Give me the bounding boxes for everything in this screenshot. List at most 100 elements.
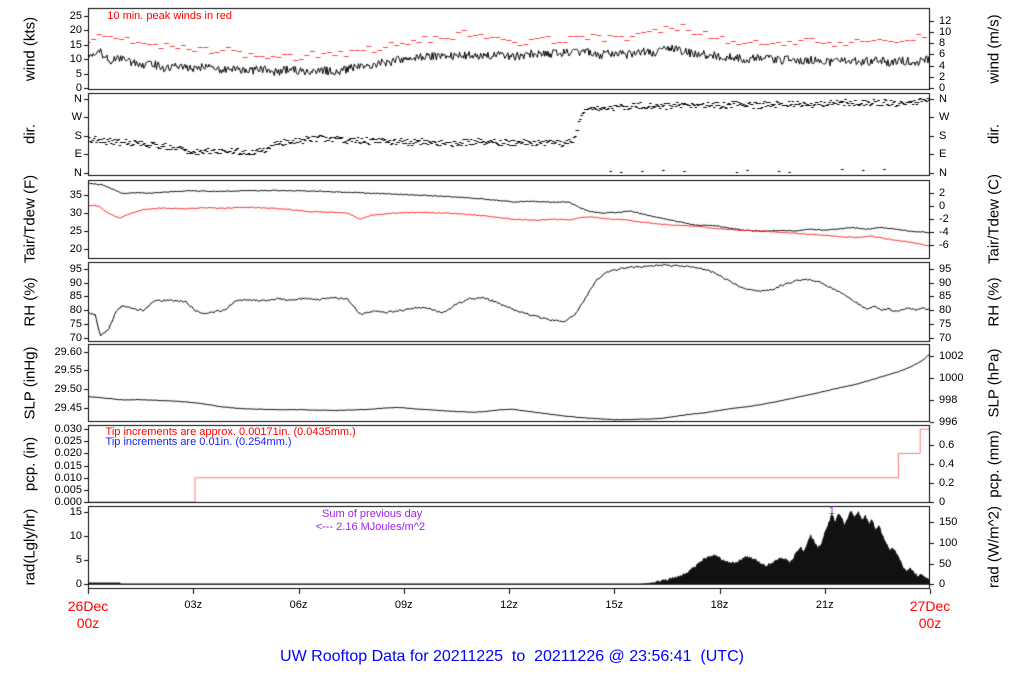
left-axis-label-rad: rad(Lgly/hr) <box>21 508 39 586</box>
x-axis-start-date: 26Dec 00z <box>68 598 108 632</box>
tick-label-right-slp: 996 <box>939 416 958 428</box>
tick-label-left-rh: 95 <box>69 263 82 275</box>
tick-label-right-dir: N <box>939 93 947 105</box>
tick-label-left-rad: 0 <box>75 578 82 590</box>
right-axis-label-slp: SLP (hPa) <box>985 348 1003 418</box>
tick-label-right-dir: W <box>939 111 950 123</box>
end-date-line2: 00z <box>918 615 942 631</box>
annotation-pcp-1: Tip increments are 0.01in. (0.254mm.) <box>105 436 292 448</box>
tick-label-left-slp: 29.60 <box>54 346 82 358</box>
tick-label-right-rad: 0 <box>939 578 946 590</box>
tick-label-left-rh: 85 <box>69 290 82 302</box>
tick-label-left-wind: 20 <box>69 24 82 36</box>
tick-label-left-tair: 25 <box>69 225 82 237</box>
tick-label-right-tair: -2 <box>939 213 949 225</box>
right-axis-label-rad: rad (W/m^2) <box>985 505 1003 589</box>
tick-label-right-wind: 4 <box>939 60 946 72</box>
annotation-rad-1: <--- 2.16 MJoules/m^2 <box>315 521 426 533</box>
figure-title: UW Rooftop Data for 20211225 to 20211226… <box>280 648 744 665</box>
tick-label-left-pcp: 0.000 <box>54 496 82 508</box>
tick-label-left-rad: 10 <box>69 530 82 542</box>
x-tick-label: 12z <box>500 599 518 611</box>
tick-label-left-dir: E <box>74 148 82 160</box>
tick-label-right-tair: 0 <box>939 200 946 212</box>
right-axis-label-wind: wind (m/s) <box>985 14 1003 84</box>
tick-label-right-dir: N <box>939 167 947 179</box>
right-axis-label-rh: RH (%) <box>985 277 1003 327</box>
tick-label-left-pcp: 0.010 <box>54 472 82 484</box>
end-date-line1: 27Dec <box>909 598 951 614</box>
tick-label-left-slp: 29.45 <box>54 402 82 414</box>
x-tick-label: 09z <box>394 599 413 611</box>
tick-label-right-rad: 150 <box>939 516 958 528</box>
right-axis-label-dir: dir. <box>985 123 1003 145</box>
tick-label-left-pcp: 0.025 <box>54 435 82 447</box>
x-tick-label: 03z <box>184 599 203 611</box>
tick-label-left-wind: 0 <box>75 82 82 94</box>
tick-label-right-wind: 2 <box>939 71 946 83</box>
tick-label-left-rad: 5 <box>75 554 82 566</box>
tick-label-left-wind: 5 <box>75 68 82 80</box>
annotation-rad-2: 1 <box>828 505 835 517</box>
tick-label-left-slp: 29.50 <box>54 383 82 395</box>
tick-label-right-pcp: 0.4 <box>939 458 955 470</box>
tick-label-right-tair: -6 <box>939 239 949 251</box>
tick-label-left-wind: 25 <box>69 10 82 22</box>
x-axis-end-date: 27Dec 00z <box>910 598 950 632</box>
x-tick-label: 18z <box>710 599 729 611</box>
tick-label-left-rh: 80 <box>69 304 82 316</box>
tick-label-right-rh: 90 <box>939 277 952 289</box>
tick-label-right-slp: 1000 <box>939 372 964 384</box>
tick-label-right-wind: 8 <box>939 37 946 49</box>
annotation-wind-0: 10 min. peak winds in red <box>107 10 233 22</box>
tick-label-left-rh: 70 <box>69 332 82 344</box>
right-axis-label-tair: Tair/Tdew (C) <box>985 173 1003 265</box>
tick-label-right-wind: 12 <box>939 15 952 27</box>
tick-label-left-wind: 10 <box>69 53 82 65</box>
tick-label-right-rh: 80 <box>939 304 952 316</box>
x-tick-label: 15z <box>605 599 624 611</box>
start-date-line1: 26Dec <box>67 598 109 614</box>
tick-label-right-pcp: 0.6 <box>939 439 955 451</box>
tick-label-left-wind: 15 <box>69 39 82 51</box>
tick-label-left-rh: 75 <box>69 318 82 330</box>
tick-label-left-rad: 15 <box>69 506 82 518</box>
x-tick-label: 06z <box>289 599 308 611</box>
tick-label-right-rad: 50 <box>939 558 952 570</box>
tick-label-right-rh: 95 <box>939 263 952 275</box>
tick-label-right-rh: 70 <box>939 332 952 344</box>
tick-label-right-pcp: 0.2 <box>939 477 955 489</box>
x-tick-label: 21z <box>815 599 834 611</box>
start-date-line2: 00z <box>76 615 100 631</box>
tick-label-left-dir: N <box>74 167 82 179</box>
tick-label-right-dir: E <box>939 148 947 160</box>
tick-label-left-pcp: 0.020 <box>54 447 82 459</box>
annotation-rad-0: Sum of previous day <box>322 508 423 520</box>
tick-label-right-rh: 75 <box>939 318 952 330</box>
tick-label-right-slp: 1002 <box>939 350 964 362</box>
tick-label-left-tair: 30 <box>69 207 82 219</box>
tick-label-left-tair: 35 <box>69 189 82 201</box>
tick-label-right-pcp: 0 <box>939 496 946 508</box>
tick-label-right-wind: 10 <box>939 26 952 38</box>
annotation-pcp-0: Tip increments are approx. 0.00171in. (0… <box>105 426 356 438</box>
tick-label-right-rh: 85 <box>939 290 952 302</box>
tick-label-right-tair: -4 <box>939 226 949 238</box>
tick-label-right-dir: S <box>939 130 947 142</box>
tick-label-right-slp: 998 <box>939 394 958 406</box>
tick-label-left-dir: S <box>74 130 82 142</box>
tick-label-right-wind: 6 <box>939 48 946 60</box>
tick-label-left-pcp: 0.015 <box>54 460 82 472</box>
tick-label-left-tair: 20 <box>69 243 82 255</box>
tick-label-right-wind: 0 <box>939 82 946 94</box>
tick-label-left-dir: N <box>74 93 82 105</box>
tick-label-left-rh: 90 <box>69 277 82 289</box>
tick-label-left-slp: 29.55 <box>54 364 82 376</box>
tick-label-right-rad: 100 <box>939 537 958 549</box>
tick-label-left-pcp: 0.005 <box>54 484 82 496</box>
tick-label-right-tair: 2 <box>939 187 946 199</box>
tick-label-left-pcp: 0.030 <box>54 423 82 435</box>
right-axis-label-pcp: pcp. (mm) <box>985 430 1003 498</box>
